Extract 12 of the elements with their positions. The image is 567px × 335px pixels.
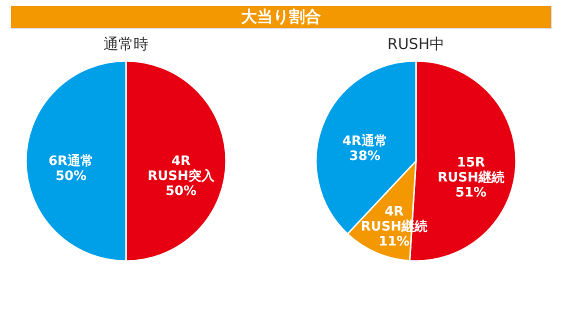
slice-label: 4R RUSH突入 <box>148 154 216 184</box>
data-label: 38% <box>349 148 380 164</box>
data-label: 50% <box>55 169 87 184</box>
slice-label: 4R通常 <box>342 132 388 149</box>
slice-label: 15R RUSH継続 <box>438 156 504 186</box>
data-label: 50% <box>165 184 197 199</box>
chart-subtitle: 通常時 <box>104 35 148 53</box>
data-label: 51% <box>455 186 487 201</box>
slice-label: 6R通常 <box>48 153 94 169</box>
text: 大当り割合 <box>241 7 321 26</box>
data-label: 11% <box>378 234 410 250</box>
chart-subtitle: RUSH中 <box>387 35 445 53</box>
